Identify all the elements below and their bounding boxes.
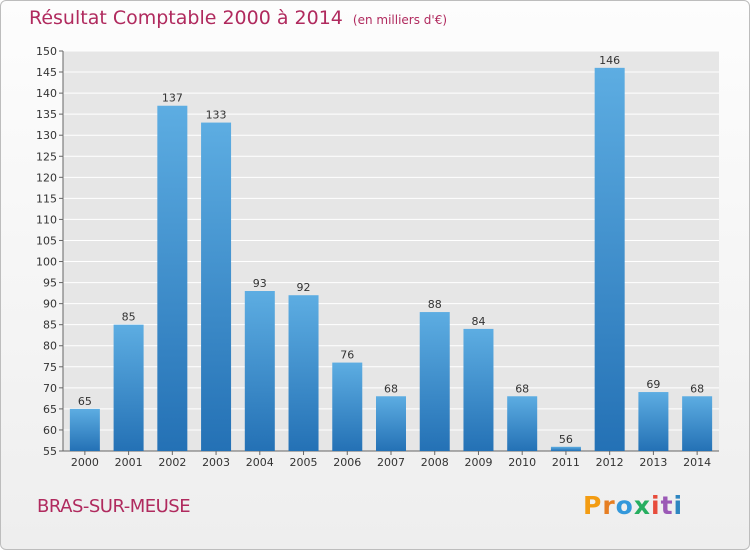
- brand-letter: i: [651, 491, 661, 520]
- x-tick-label: 2005: [290, 456, 318, 469]
- location-name: BRAS-SUR-MEUSE: [37, 496, 191, 517]
- y-tick-label: 95: [43, 277, 57, 290]
- brand-letter: P: [583, 491, 603, 520]
- y-tick-label: 80: [43, 340, 57, 353]
- y-tick-label: 115: [36, 192, 57, 205]
- y-tick-label: 75: [43, 361, 57, 374]
- y-tick-label: 65: [43, 403, 57, 416]
- bar: [288, 295, 319, 451]
- x-tick-label: 2000: [71, 456, 99, 469]
- x-tick-label: 2003: [202, 456, 230, 469]
- y-tick-label: 125: [36, 150, 57, 163]
- data-label: 137: [162, 92, 183, 105]
- y-tick-label: 140: [36, 87, 57, 100]
- y-tick-label: 135: [36, 108, 57, 121]
- chart-unit: (en milliers d'€): [352, 13, 448, 27]
- y-tick-label: 70: [43, 382, 57, 395]
- y-tick-label: 60: [43, 424, 57, 437]
- data-label: 146: [599, 54, 620, 67]
- brand-letter: i: [673, 491, 684, 520]
- chart-title-text: Résultat Comptable 2000 à 2014: [29, 7, 343, 29]
- data-label: 68: [515, 382, 529, 395]
- chart-title: Résultat Comptable 2000 à 2014 (en millie…: [29, 7, 447, 29]
- data-label: 92: [297, 281, 311, 294]
- data-label: 84: [471, 315, 485, 328]
- bar: [376, 396, 406, 451]
- bar: [638, 392, 669, 451]
- y-tick-label: 55: [43, 445, 57, 458]
- x-tick-label: 2013: [639, 456, 667, 469]
- brand-logo: Proxiti: [583, 491, 683, 520]
- bar: [550, 446, 581, 451]
- bar: [244, 291, 275, 451]
- x-tick-label: 2006: [333, 456, 361, 469]
- data-label: 56: [559, 433, 573, 446]
- x-tick-label: 2007: [377, 456, 405, 469]
- y-tick-label: 130: [36, 129, 57, 142]
- bar: [419, 312, 450, 451]
- x-tick-label: 2014: [683, 456, 711, 469]
- y-tick-label: 145: [36, 66, 57, 79]
- bar: [69, 408, 100, 451]
- bar: [332, 362, 363, 451]
- y-tick-label: 120: [36, 171, 57, 184]
- brand-letter: o: [615, 491, 634, 520]
- bar: [157, 105, 188, 451]
- bar: [201, 122, 232, 451]
- data-label: 68: [690, 382, 704, 395]
- x-tick-label: 2010: [508, 456, 536, 469]
- y-tick-label: 100: [36, 256, 57, 269]
- x-tick-label: 2011: [552, 456, 580, 469]
- y-tick-label: 110: [36, 213, 57, 226]
- data-label: 133: [206, 109, 227, 122]
- brand-letter: x: [633, 491, 651, 520]
- bar: [682, 396, 713, 451]
- y-tick-label: 90: [43, 298, 57, 311]
- data-label: 93: [253, 277, 267, 290]
- x-tick-label: 2004: [246, 456, 274, 469]
- data-label: 68: [384, 382, 398, 395]
- x-tick-label: 2001: [115, 456, 143, 469]
- data-label: 85: [122, 311, 136, 324]
- x-tick-label: 2009: [464, 456, 492, 469]
- data-label: 76: [340, 349, 354, 362]
- bar: [463, 328, 494, 451]
- y-tick-label: 150: [36, 45, 57, 58]
- y-tick-label: 105: [36, 234, 57, 247]
- data-label: 65: [78, 395, 92, 408]
- data-label: 69: [646, 378, 660, 391]
- brand-letter: t: [660, 491, 674, 520]
- x-tick-label: 2008: [421, 456, 449, 469]
- x-tick-label: 2012: [596, 456, 624, 469]
- bar: [507, 396, 538, 451]
- x-tick-label: 2002: [158, 456, 186, 469]
- bar: [594, 67, 625, 451]
- data-label: 88: [428, 298, 442, 311]
- brand-letter: r: [602, 491, 616, 520]
- bar: [113, 324, 144, 451]
- y-tick-label: 85: [43, 319, 57, 332]
